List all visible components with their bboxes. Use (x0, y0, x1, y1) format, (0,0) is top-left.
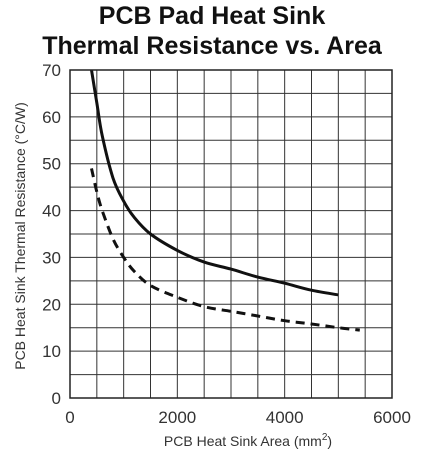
grid (69, 69, 393, 399)
series-line-solid (90, 69, 339, 297)
plot-frame (69, 69, 393, 399)
series-line-dashed (90, 168, 360, 332)
y-axis-label: PCB Heat Sink Thermal Resistance (°C/W) (12, 102, 28, 370)
y-tick-label: 60 (42, 108, 61, 127)
x-tick-label: 0 (65, 408, 74, 427)
chart-title-line-1: PCB Pad Heat Sink (98, 2, 326, 30)
x-tick-label: 4000 (266, 408, 304, 427)
y-tick-label: 0 (52, 389, 61, 408)
chart-title-line-2: Thermal Resistance vs. Area (42, 32, 382, 60)
x-axis-label: PCB Heat Sink Area (mm2) (164, 432, 332, 449)
x-tick-label: 2000 (158, 408, 196, 427)
curves (90, 69, 360, 332)
tick-labels: 0 2000 4000 6000 0 10 20 30 40 50 60 70 (42, 61, 411, 427)
y-tick-label: 20 (42, 295, 61, 314)
y-tick-label: 10 (42, 342, 61, 361)
x-tick-label: 6000 (373, 408, 411, 427)
y-tick-label: 30 (42, 248, 61, 267)
y-tick-label: 70 (42, 61, 61, 80)
y-tick-label: 40 (42, 202, 61, 221)
y-tick-label: 50 (42, 155, 61, 174)
